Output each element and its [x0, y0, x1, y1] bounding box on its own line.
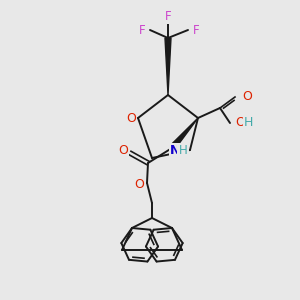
- Text: O: O: [126, 112, 136, 124]
- Text: F: F: [165, 10, 171, 22]
- Text: O: O: [118, 145, 128, 158]
- Text: O: O: [235, 116, 245, 130]
- Text: H: H: [244, 116, 254, 130]
- Text: F: F: [193, 23, 199, 37]
- Text: O: O: [134, 178, 144, 190]
- Text: N: N: [170, 145, 180, 158]
- Polygon shape: [165, 38, 171, 95]
- Text: H: H: [178, 145, 188, 158]
- Text: O: O: [242, 91, 252, 103]
- Polygon shape: [170, 118, 198, 150]
- Text: F: F: [139, 23, 145, 37]
